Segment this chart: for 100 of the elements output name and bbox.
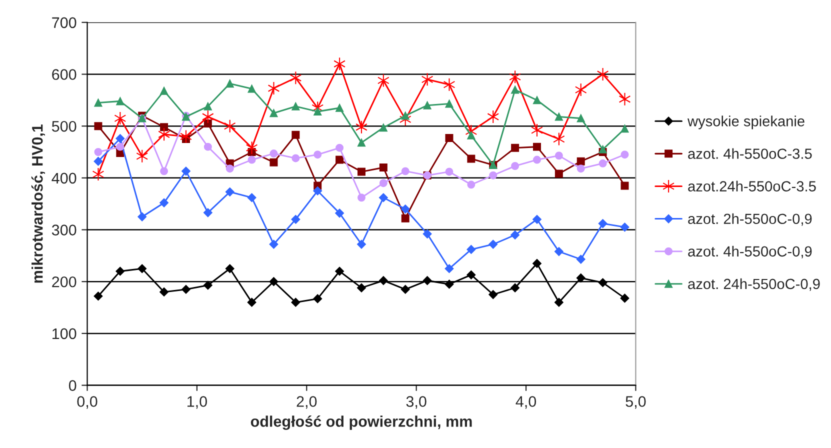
y-axis-title: mikrotwardość, HV0,1	[31, 124, 45, 283]
point	[510, 283, 520, 292]
point	[533, 156, 541, 164]
y-tick-label: 500	[52, 120, 76, 132]
point	[94, 148, 102, 156]
point	[292, 102, 300, 110]
legend-label: azot. 4h-550oC-0,9	[688, 246, 812, 258]
y-tick-label: 400	[52, 172, 76, 184]
point	[620, 182, 629, 190]
point	[576, 274, 586, 282]
point	[445, 134, 454, 142]
point	[226, 80, 234, 88]
x-tick-label: 3,0	[406, 396, 426, 409]
point	[554, 247, 564, 256]
x-tick-label: 0,0	[77, 396, 98, 409]
point	[270, 109, 278, 118]
point	[378, 193, 388, 202]
point	[334, 57, 346, 71]
point	[509, 70, 521, 84]
point	[421, 72, 434, 86]
point	[314, 150, 322, 159]
point	[203, 208, 212, 218]
point	[224, 119, 236, 133]
legend-label: azot. 2h-550oC-0,9	[688, 213, 812, 226]
y-tick-label: 100	[52, 328, 76, 340]
point	[313, 186, 322, 196]
point	[554, 170, 563, 178]
point	[489, 171, 498, 180]
point	[533, 96, 541, 104]
point	[466, 270, 476, 280]
legend-label: wysokie spiekanie	[687, 116, 804, 130]
point	[620, 294, 630, 303]
point	[467, 180, 476, 189]
point	[598, 278, 608, 288]
y-tick-label: 700	[52, 17, 76, 28]
point	[488, 290, 498, 300]
point	[445, 100, 454, 108]
point	[357, 194, 366, 202]
point	[554, 152, 563, 160]
point	[116, 142, 124, 151]
point	[291, 298, 300, 307]
point	[116, 266, 125, 276]
legend-label: azot. 4h-550oC-3.5	[688, 148, 812, 159]
point	[401, 214, 410, 222]
point	[336, 104, 344, 112]
point	[92, 168, 104, 182]
point	[379, 124, 388, 132]
point	[467, 131, 476, 140]
point	[180, 130, 192, 144]
point	[378, 276, 388, 286]
point	[204, 102, 212, 110]
point	[576, 114, 585, 122]
point	[553, 132, 565, 146]
point	[533, 142, 541, 151]
point	[336, 144, 344, 152]
point	[620, 222, 630, 232]
point	[598, 145, 607, 154]
point	[160, 123, 168, 132]
point	[620, 150, 629, 159]
x-tick-label: 4,0	[516, 396, 536, 409]
y-tick-label: 0	[68, 380, 76, 391]
point	[554, 112, 563, 121]
point	[335, 266, 344, 276]
point	[314, 108, 322, 116]
point	[290, 71, 302, 85]
point	[400, 284, 410, 294]
point	[576, 254, 586, 264]
point	[246, 141, 258, 155]
point	[511, 86, 520, 94]
point	[377, 74, 390, 88]
legend-label: azot. 24h-550oC-0,9	[688, 278, 820, 291]
point	[138, 212, 147, 222]
point	[202, 110, 214, 124]
point	[423, 101, 432, 110]
point	[444, 280, 454, 289]
point	[401, 167, 410, 176]
point	[356, 120, 368, 134]
point	[225, 264, 234, 274]
point	[620, 124, 629, 133]
point	[247, 193, 256, 202]
point	[532, 214, 542, 224]
point	[379, 179, 388, 188]
point	[94, 156, 103, 166]
point	[574, 83, 587, 97]
point	[269, 277, 278, 286]
point	[336, 156, 344, 164]
point	[554, 298, 564, 307]
point	[466, 245, 476, 254]
point	[444, 264, 454, 274]
y-tick-label: 200	[52, 276, 76, 288]
point	[248, 156, 256, 164]
point	[182, 166, 190, 176]
legend-label: azot.24h-550oC-3.5	[688, 180, 816, 192]
point	[268, 81, 280, 96]
point	[204, 119, 212, 128]
point	[531, 123, 543, 137]
x-tick-label: 1,0	[187, 396, 207, 409]
x-axis-title: odległość od powierzchni, mm	[250, 415, 472, 430]
point	[138, 264, 147, 274]
point	[576, 164, 585, 173]
